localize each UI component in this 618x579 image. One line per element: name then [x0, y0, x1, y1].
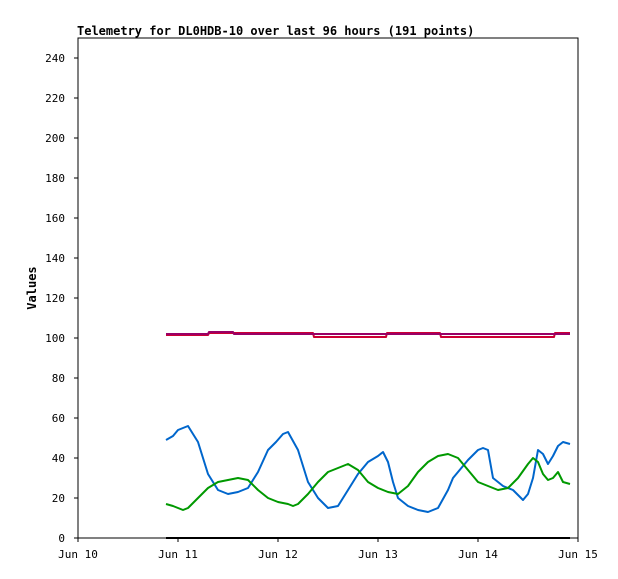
y-tick-label: 180 — [45, 172, 65, 185]
y-tick-label: 20 — [52, 492, 65, 505]
x-tick-label: Jun 15 — [558, 548, 598, 561]
x-tick-label: Jun 10 — [58, 548, 98, 561]
y-tick-label: 240 — [45, 52, 65, 65]
y-tick-label: 80 — [52, 372, 65, 385]
series-line-3 — [165, 425, 571, 513]
y-tick-label: 140 — [45, 252, 65, 265]
series-line-4 — [165, 453, 571, 511]
x-tick-label: Jun 11 — [158, 548, 198, 561]
y-axis: 0 20 40 60 80 100 120 140 160 180 200 220 240 — [45, 52, 78, 545]
x-tick-label: Jun 14 — [458, 548, 498, 561]
y-tick-label: 120 — [45, 292, 65, 305]
y-tick-label: 40 — [52, 452, 65, 465]
y-tick-label: 0 — [58, 532, 65, 545]
y-tick-label: 160 — [45, 212, 65, 225]
x-tick-label: Jun 13 — [358, 548, 398, 561]
series-layer — [165, 331, 571, 539]
y-tick-label: 200 — [45, 132, 65, 145]
y-tick-label: 60 — [52, 412, 65, 425]
y-axis-label: Values — [25, 266, 39, 309]
x-axis: Jun 10 Jun 11 Jun 12 Jun 13 Jun 14 Jun 15 — [58, 538, 598, 561]
y-tick-label: 100 — [45, 332, 65, 345]
x-tick-label: Jun 12 — [258, 548, 298, 561]
y-tick-label: 220 — [45, 92, 65, 105]
plot-frame — [77, 37, 579, 539]
series-line-2 — [166, 331, 570, 335]
chart-title: Telemetry for DL0HDB-10 over last 96 hou… — [77, 24, 474, 38]
